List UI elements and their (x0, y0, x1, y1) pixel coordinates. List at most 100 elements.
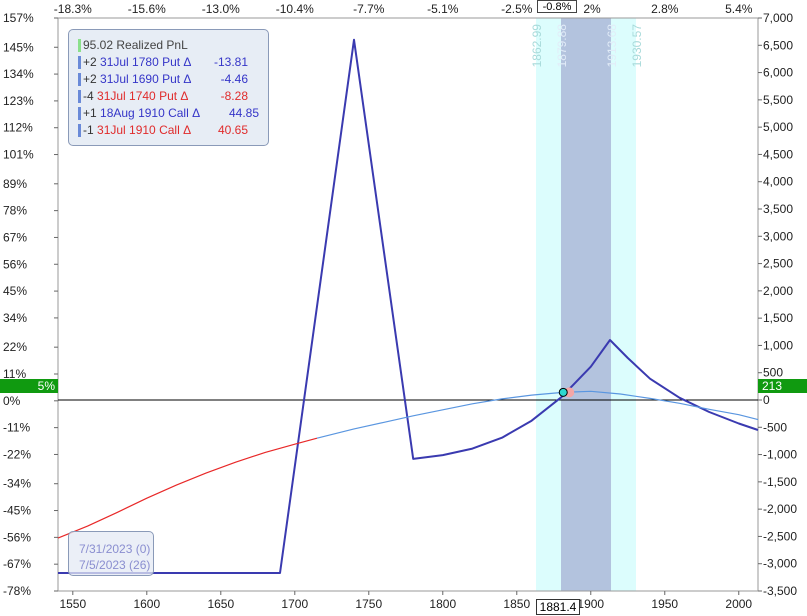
legend-row: +1 18Aug 1910 Call Δ 44.85 (69, 105, 268, 122)
top-tick-label: -7.7% (353, 2, 385, 16)
top-tick-label: -18.3% (54, 2, 92, 16)
legend-marker-icon (78, 107, 81, 120)
y-right-tick-label: 6,500 (763, 38, 793, 52)
position-legend: 95.02 Realized PnL +2 31Jul 1780 Put Δ -13… (68, 29, 269, 146)
x-tick-label: 1900 (577, 597, 604, 611)
y-right-tick-label: 2,500 (763, 257, 793, 271)
y-right-tick-label: 500 (763, 366, 783, 380)
y-right-tick-label: -3,000 (763, 557, 797, 571)
date-legend: 7/31/2023 (0) 7/5/2023 (26) (68, 531, 154, 576)
top-axis-value-marker: -0.8% (537, 0, 577, 13)
y-left-tick-label: -22% (3, 447, 31, 461)
y-right-tick-label: -500 (763, 420, 787, 434)
y-right-tick-label: 4,500 (763, 147, 793, 161)
y-left-tick-label: -67% (3, 557, 31, 571)
y-left-tick-label: 134% (3, 67, 34, 81)
legend-delta-value: -13.81 (213, 55, 248, 69)
axes: 1550 1600 1650 1700 1750 1800 1850 1900 1950 2000… (3, 2, 797, 611)
legend-option-name: 31Jul 1690 Put Δ (100, 72, 192, 86)
legend-row: -4 31Jul 1740 Put Δ -8.28 (69, 88, 268, 105)
plot-frame (57, 17, 759, 592)
legend-marker-icon (78, 124, 81, 137)
legend-option-name: 31Jul 1910 Call Δ (97, 123, 192, 137)
price-bands (535, 18, 637, 591)
series-line-2 (316, 390, 759, 439)
x-tick-label: 1550 (59, 597, 86, 611)
y-left-tick-label: -45% (3, 504, 31, 518)
top-tick-label: -10.4% (276, 2, 314, 16)
y-right-tick-label: 3,000 (763, 229, 793, 243)
top-tick-label: -13.0% (202, 2, 240, 16)
y-right-tick-label: 1,000 (763, 338, 793, 352)
x-tick-label: 1700 (281, 597, 308, 611)
y-left-tick-label: 145% (3, 40, 34, 54)
top-tick-label: 5.4% (725, 2, 753, 16)
y-right-tick-label: 1,500 (763, 311, 793, 325)
y-left-tick-label: 123% (3, 94, 34, 108)
legend-delta-value: 44.85 (228, 106, 259, 120)
legend-marker-icon (78, 39, 81, 52)
y-right-tick-label: 4,000 (763, 175, 793, 189)
legend-row: +2 31Jul 1780 Put Δ -13.81 (69, 54, 268, 71)
x-tick-label: 2000 (725, 597, 752, 611)
x-tick-label: 1800 (429, 597, 456, 611)
legend-option-name: 18Aug 1910 Call Δ (100, 106, 201, 120)
legend-quantity: -4 (83, 89, 94, 103)
legend-row: +2 31Jul 1690 Put Δ -4.46 (69, 71, 268, 88)
right-axis-value-marker: 213 (758, 379, 807, 393)
legend-label: -4 31Jul 1740 Put Δ (83, 88, 188, 105)
y-left-tick-label: 89% (3, 177, 27, 191)
y-right-tick-label: 0 (763, 393, 770, 407)
y-left-tick-label: 67% (3, 230, 27, 244)
band-label-0: 1862.99 (530, 24, 544, 68)
legend-label: +1 18Aug 1910 Call Δ (83, 105, 200, 122)
band-label-2: 1913.68 (605, 24, 619, 68)
legend-label: +2 31Jul 1780 Put Δ (83, 54, 191, 71)
y-left-tick-label: -11% (3, 421, 30, 435)
y-right-tick-label: 3,500 (763, 202, 793, 216)
price-band-1 (560, 18, 612, 591)
y-left-tick-label: 101% (3, 148, 34, 162)
series-lines (57, 38, 759, 574)
date-line-current: 7/5/2023 (26) (79, 558, 151, 572)
current-point-marker (558, 387, 568, 397)
series-line-1 (57, 437, 318, 539)
top-tick-label: -2.5% (501, 2, 533, 16)
legend-quantity: +2 (83, 72, 97, 86)
y-right-tick-label: 5,000 (763, 120, 793, 134)
series-line-0 (58, 38, 759, 574)
current-price-point (558, 387, 575, 398)
y-right-tick-label: -2,500 (763, 529, 797, 543)
top-tick-label: 2.8% (651, 2, 679, 16)
y-right-tick-label: -1,500 (763, 475, 797, 489)
legend-quantity: -1 (83, 123, 94, 137)
y-right-tick-label: 5,500 (763, 93, 793, 107)
x-tick-label: 1750 (355, 597, 382, 611)
y-left-tick-label: 45% (3, 284, 27, 298)
y-right-tick-label: 6,000 (763, 66, 793, 80)
legend-option-name: 31Jul 1780 Put Δ (100, 55, 192, 69)
y-left-tick-label: -78% (3, 584, 31, 598)
x-tick-label: 1650 (207, 597, 234, 611)
y-right-tick-label: -1,000 (763, 448, 797, 462)
top-tick-label-partial: 2% (583, 2, 601, 16)
top-tick-label: -5.1% (427, 2, 459, 16)
legend-marker-icon (78, 56, 81, 69)
y-right-tick-label: 7,000 (763, 11, 793, 25)
y-right-tick-label: -2,000 (763, 502, 797, 516)
x-tick-label: 1600 (133, 597, 160, 611)
band-labels: 1862.99 1879.88 1913.68 1930.57 (530, 24, 644, 68)
legend-delta-value: 40.65 (217, 123, 248, 137)
legend-marker-icon (78, 73, 81, 86)
y-right-tick-label: -3,500 (763, 584, 797, 598)
y-left-tick-label: 157% (3, 11, 34, 25)
legend-label: +2 31Jul 1690 Put Δ (83, 71, 191, 88)
left-axis-value-marker: 5% (0, 379, 58, 393)
y-left-tick-label: -34% (3, 477, 31, 491)
x-tick-label: 1950 (651, 597, 678, 611)
y-left-tick-label: 34% (3, 311, 27, 325)
y-left-tick-label: 112% (3, 121, 33, 135)
y-left-tick-label: 11% (3, 367, 26, 381)
legend-marker-icon (78, 90, 81, 103)
